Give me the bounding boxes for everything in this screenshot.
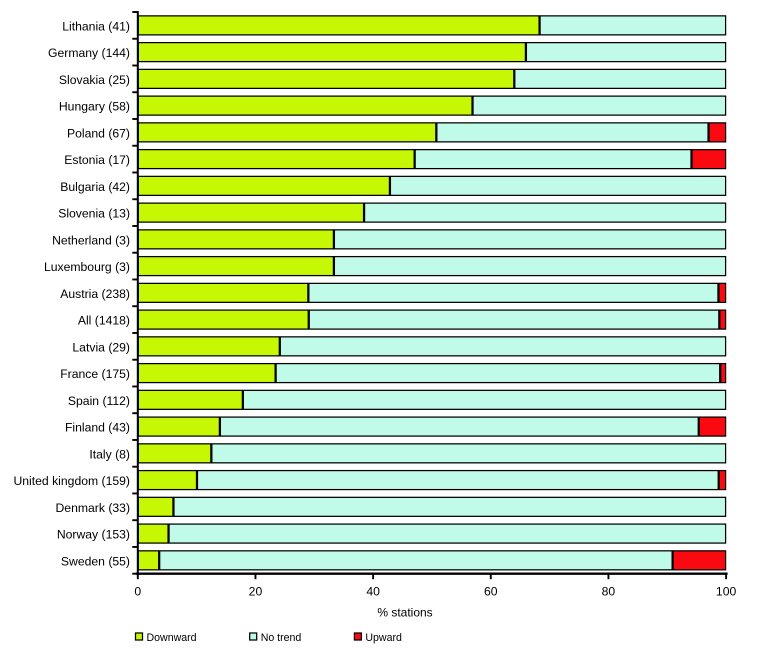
svg-text:Hungary (58): Hungary (58) <box>59 100 130 114</box>
svg-text:Poland (67): Poland (67) <box>67 126 130 140</box>
svg-text:Spain (112): Spain (112) <box>68 394 130 408</box>
svg-text:Upward: Upward <box>365 632 402 644</box>
svg-text:Slovenia (13): Slovenia (13) <box>58 207 130 221</box>
svg-text:France (175): France (175) <box>60 367 130 381</box>
svg-text:Finland (43): Finland (43) <box>65 421 130 435</box>
svg-text:Luxembourg (3): Luxembourg (3) <box>44 260 130 274</box>
svg-text:Estonia (17): Estonia (17) <box>64 153 130 167</box>
svg-text:Austria (238): Austria (238) <box>60 287 130 301</box>
svg-text:Norway (153): Norway (153) <box>57 528 130 542</box>
svg-text:Italy (8): Italy (8) <box>89 447 130 461</box>
svg-text:No trend: No trend <box>261 632 302 644</box>
svg-text:0: 0 <box>134 585 141 599</box>
svg-text:United kingdom (159): United kingdom (159) <box>13 474 130 488</box>
svg-text:Bulgaria (42): Bulgaria (42) <box>60 180 130 194</box>
svg-text:Latvia (29): Latvia (29) <box>72 340 130 354</box>
svg-text:100: 100 <box>716 585 737 599</box>
svg-text:80: 80 <box>602 585 616 599</box>
svg-text:All (1418): All (1418) <box>78 314 130 328</box>
svg-text:Sweden (55): Sweden (55) <box>61 554 130 568</box>
svg-text:% stations: % stations <box>377 606 432 620</box>
svg-text:Netherland (3): Netherland (3) <box>52 233 130 247</box>
svg-text:Denmark (33): Denmark (33) <box>56 501 131 515</box>
svg-text:Slovakia (25): Slovakia (25) <box>59 73 130 87</box>
svg-text:60: 60 <box>484 585 498 599</box>
svg-text:Germany (144): Germany (144) <box>48 46 130 60</box>
svg-text:Downward: Downward <box>147 632 197 644</box>
svg-text:40: 40 <box>366 585 380 599</box>
svg-text:20: 20 <box>249 585 263 599</box>
svg-text:Lithania (41): Lithania (41) <box>62 19 130 33</box>
